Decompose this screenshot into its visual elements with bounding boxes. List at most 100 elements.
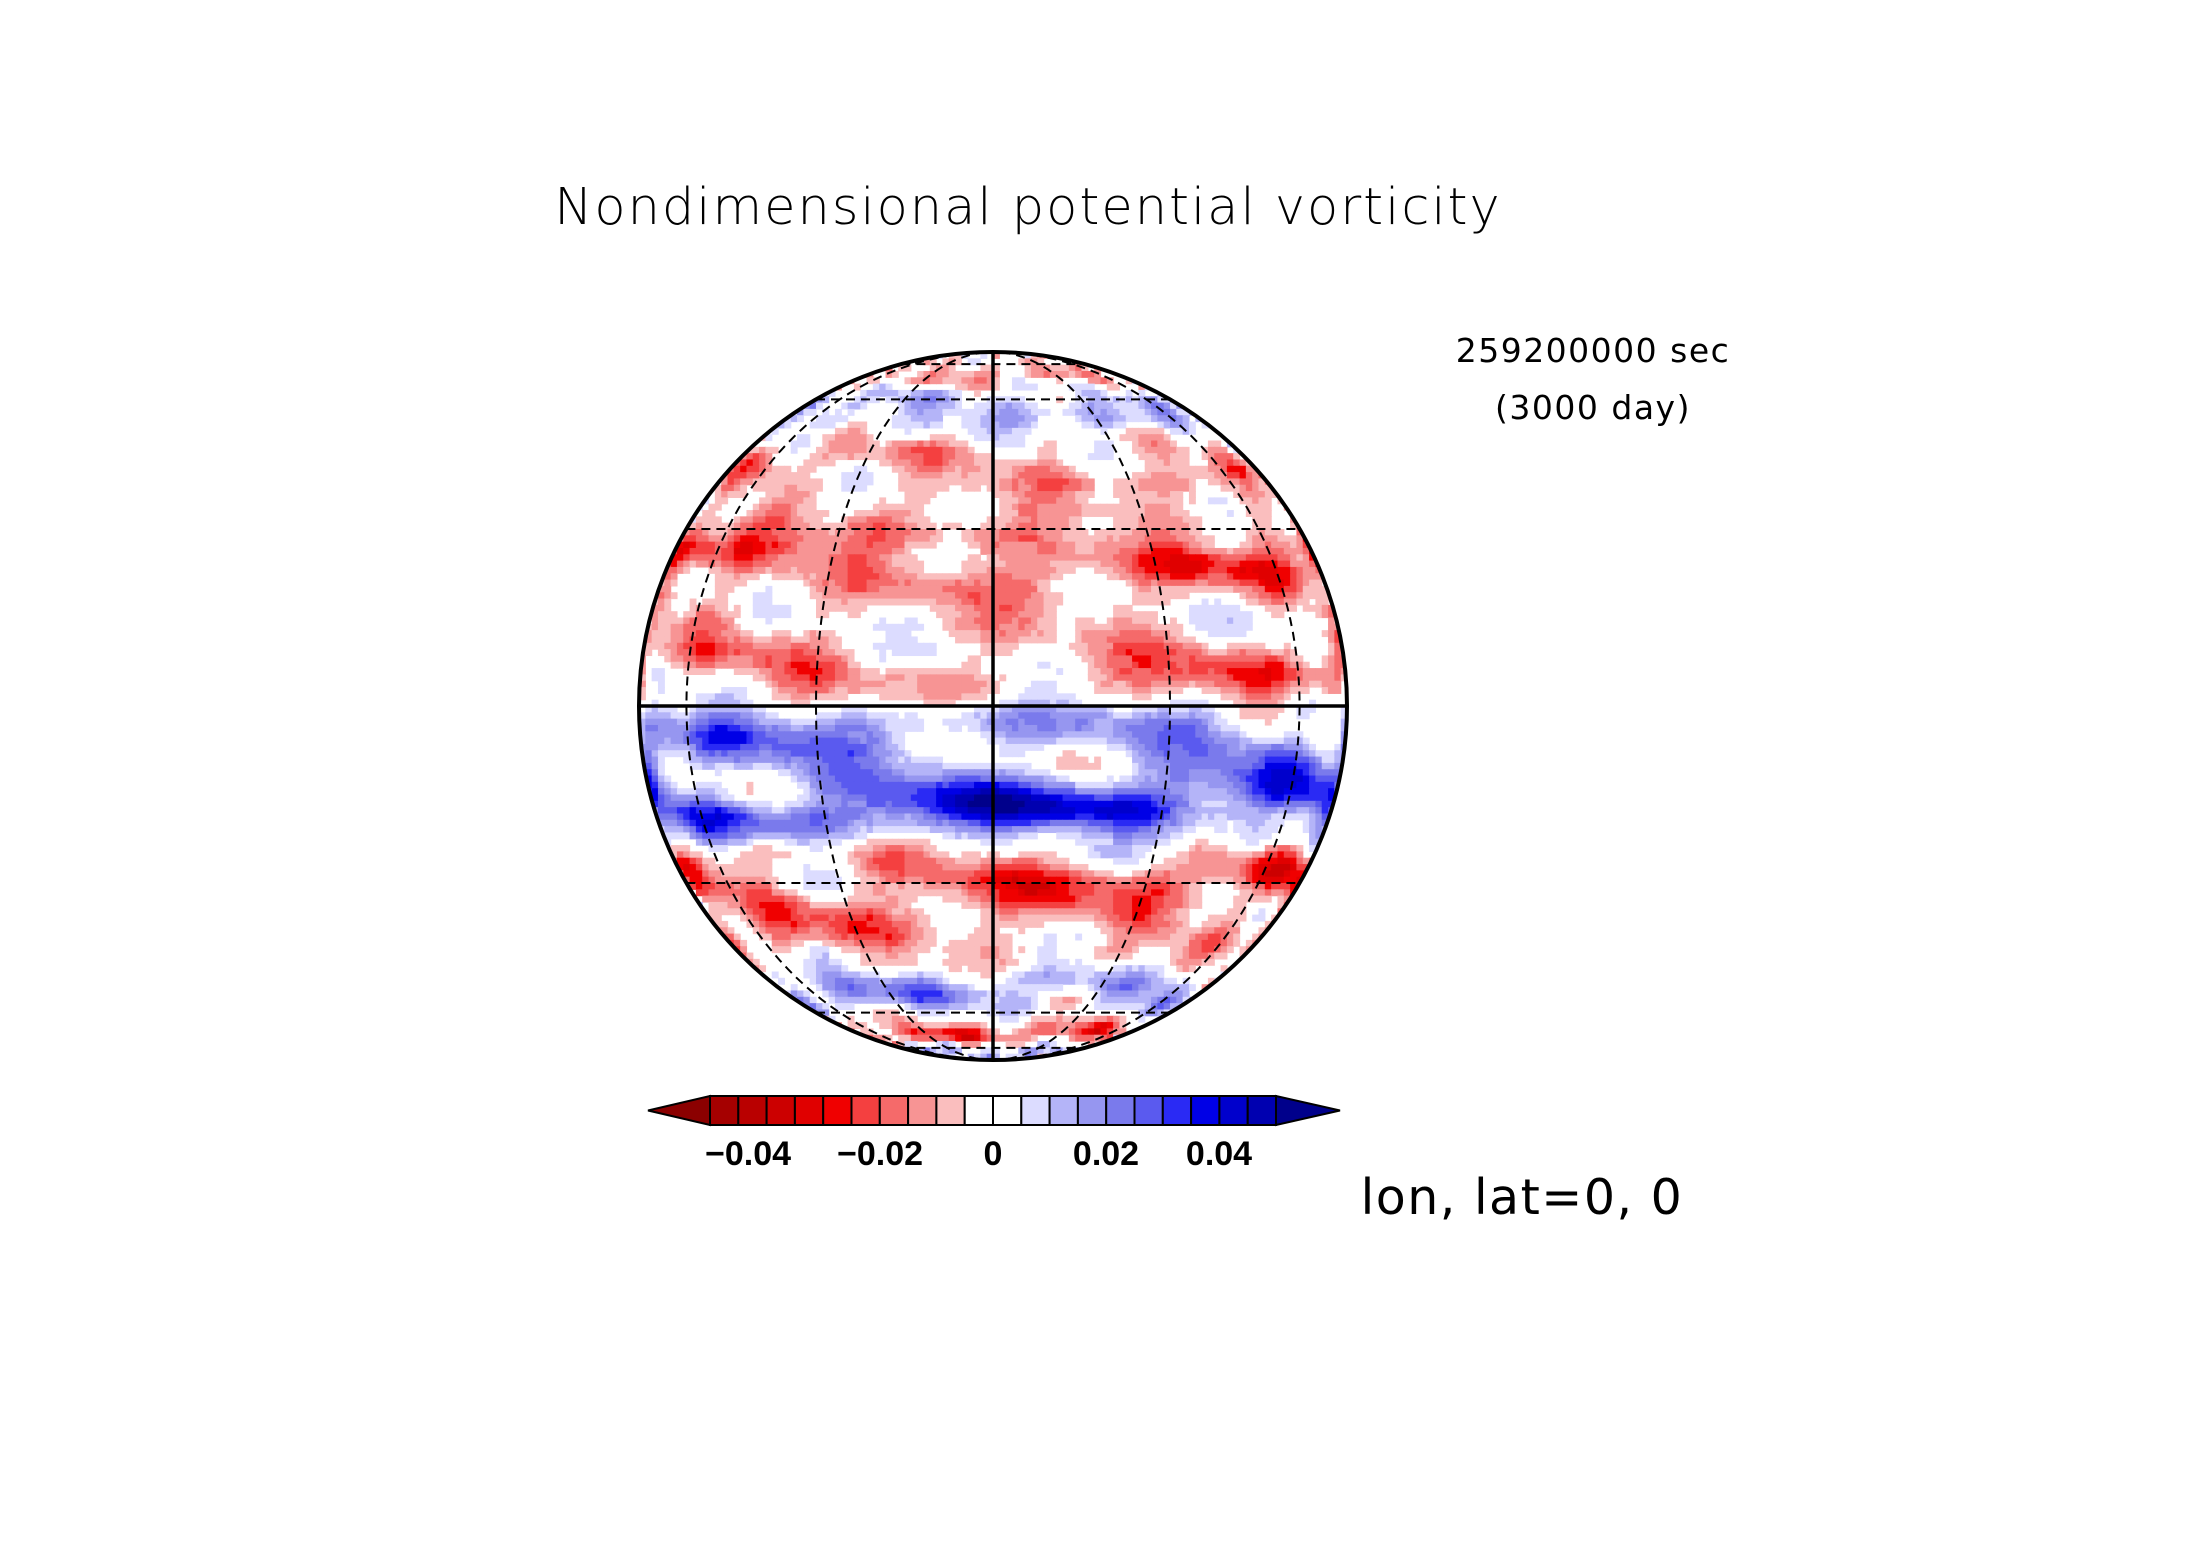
field-cell xyxy=(1037,554,1045,562)
field-cell xyxy=(879,529,887,536)
field-cell xyxy=(1157,661,1165,669)
field-cell xyxy=(967,415,975,423)
field-cell xyxy=(1144,478,1152,486)
field-cell xyxy=(898,516,906,524)
field-cell xyxy=(714,743,722,751)
field-cell xyxy=(1037,623,1045,631)
field-cell xyxy=(752,472,760,480)
field-cell xyxy=(721,617,729,625)
field-cell xyxy=(872,712,880,720)
field-cell xyxy=(1170,484,1177,492)
field-cell xyxy=(784,800,792,808)
field-cell xyxy=(834,762,842,770)
field-cell xyxy=(822,459,830,467)
field-cell xyxy=(1062,800,1070,808)
field-cell xyxy=(1214,604,1222,612)
field-cell xyxy=(1176,668,1184,675)
field-cell xyxy=(961,617,969,625)
field-cell xyxy=(752,592,760,600)
field-cell xyxy=(746,535,754,543)
field-cell xyxy=(948,446,956,454)
field-cell xyxy=(847,529,855,536)
field-cell xyxy=(1163,794,1171,802)
field-cell xyxy=(904,402,912,410)
field-cell xyxy=(1321,668,1329,675)
field-cell xyxy=(752,807,760,815)
field-cell xyxy=(733,547,741,555)
field-cell xyxy=(727,547,735,555)
field-cell xyxy=(683,547,691,555)
field-cell xyxy=(1005,566,1013,574)
field-cell xyxy=(1151,497,1158,505)
field-cell xyxy=(929,649,937,657)
field-cell xyxy=(1258,794,1266,802)
field-cell xyxy=(1062,762,1070,770)
field-cell xyxy=(910,636,918,644)
field-cell xyxy=(1296,769,1304,777)
field-cell xyxy=(822,724,830,732)
field-cell xyxy=(1024,465,1032,473)
field-cell xyxy=(1163,434,1171,442)
field-cell xyxy=(974,623,981,631)
field-cell xyxy=(834,636,842,644)
field-cell xyxy=(1151,472,1158,480)
field-cell xyxy=(1018,478,1026,486)
field-cell xyxy=(1220,478,1228,486)
field-cell xyxy=(841,762,849,770)
field-cell xyxy=(1030,800,1038,808)
field-cell xyxy=(822,446,830,454)
field-cell xyxy=(1277,661,1285,669)
field-cell xyxy=(872,377,880,385)
field-cell xyxy=(942,434,950,442)
field-cell xyxy=(986,636,994,644)
field-cell xyxy=(1245,484,1253,492)
field-cell xyxy=(917,807,925,815)
field-cell xyxy=(651,750,659,758)
field-cell xyxy=(1030,415,1038,423)
field-cell xyxy=(1277,750,1285,758)
field-cell xyxy=(974,598,981,606)
field-cell xyxy=(721,547,729,555)
field-cell xyxy=(708,522,716,530)
field-cell xyxy=(752,756,760,764)
field-cell xyxy=(1113,731,1121,739)
field-cell xyxy=(841,529,849,536)
field-cell xyxy=(1062,775,1070,783)
field-cell xyxy=(834,775,842,783)
field-cell xyxy=(1233,579,1241,587)
field-cell xyxy=(1144,566,1152,574)
field-cell xyxy=(1151,585,1158,593)
field-cell xyxy=(1113,687,1121,694)
field-cell xyxy=(923,592,931,600)
field-cell xyxy=(1207,573,1215,581)
field-cell xyxy=(1207,788,1215,796)
field-cell xyxy=(891,642,899,650)
field-cell xyxy=(1201,781,1209,789)
field-cell xyxy=(948,377,956,385)
field-cell xyxy=(1075,630,1083,638)
field-cell xyxy=(1068,731,1076,739)
field-cell xyxy=(885,440,893,448)
field-cell xyxy=(955,623,962,631)
field-cell xyxy=(936,453,944,461)
field-cell xyxy=(1119,680,1127,688)
field-cell xyxy=(1283,560,1291,568)
field-cell xyxy=(1087,655,1095,663)
field-cell xyxy=(1328,668,1335,675)
field-cell xyxy=(936,535,944,543)
field-cell xyxy=(1239,668,1247,675)
field-cell xyxy=(714,491,722,498)
field-cell xyxy=(765,497,773,505)
field-cell xyxy=(847,522,855,530)
field-cell xyxy=(1005,794,1013,802)
field-cell xyxy=(1220,781,1228,789)
field-cell xyxy=(1037,712,1045,720)
field-cell xyxy=(1258,668,1266,675)
field-cell xyxy=(1157,573,1165,581)
field-cell xyxy=(765,661,773,669)
field-cell xyxy=(740,807,748,815)
field-cell xyxy=(1201,453,1209,461)
field-cell xyxy=(816,421,823,429)
field-cell xyxy=(986,731,994,739)
field-cell xyxy=(993,769,1000,777)
